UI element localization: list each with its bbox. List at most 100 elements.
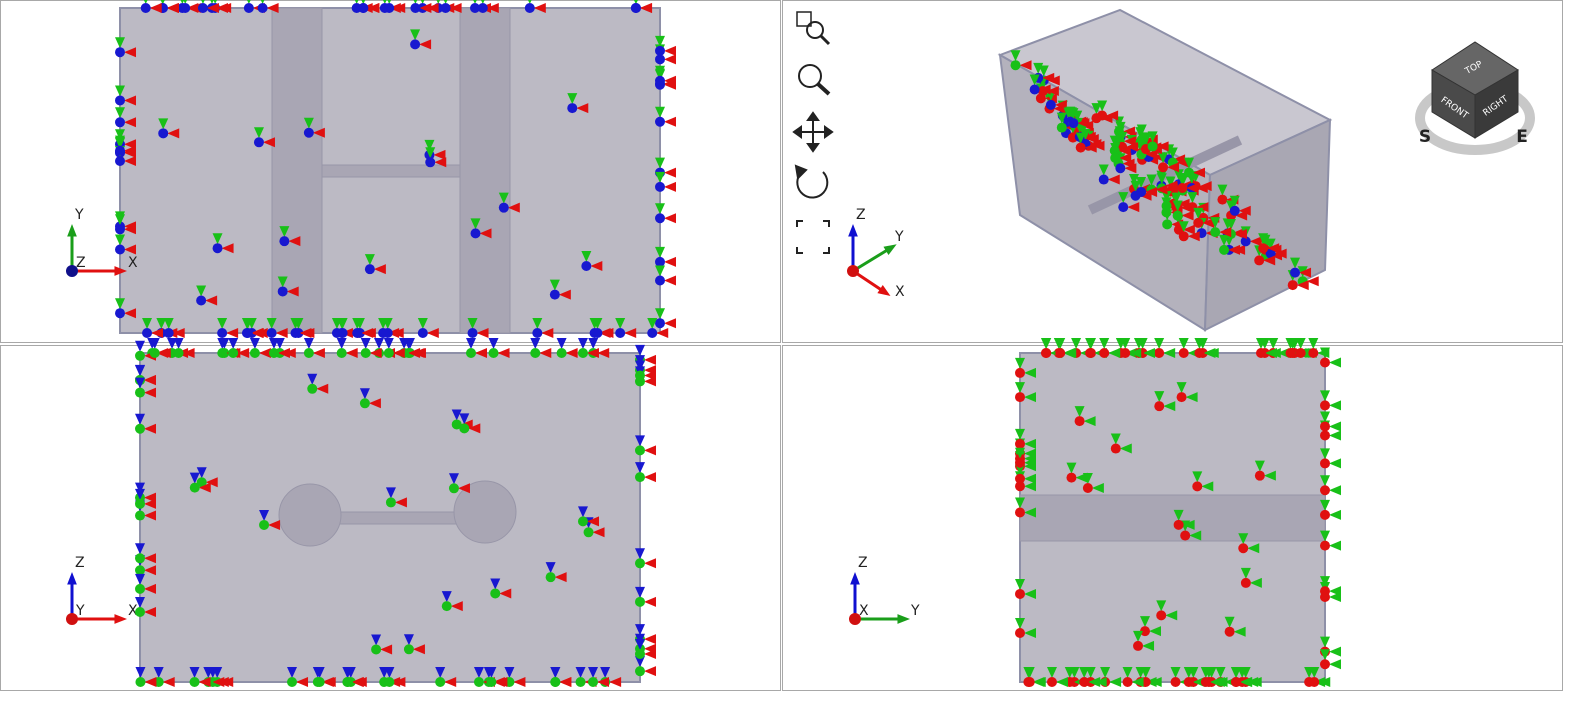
marker	[1217, 184, 1228, 196]
marker	[197, 3, 208, 13]
marker	[1165, 610, 1178, 621]
zoom-window[interactable]	[796, 11, 831, 46]
marker	[237, 348, 250, 358]
boss	[278, 483, 342, 547]
marker	[243, 3, 254, 13]
marker	[296, 677, 309, 687]
marker	[1194, 348, 1205, 358]
marker	[475, 348, 488, 358]
marker	[1015, 588, 1025, 599]
marker	[135, 340, 145, 352]
marker	[1098, 164, 1109, 176]
marker	[426, 328, 439, 338]
marker	[115, 129, 125, 141]
marker	[1130, 180, 1141, 192]
marker	[189, 667, 200, 678]
marker	[144, 583, 156, 594]
marker	[323, 677, 336, 687]
marker	[1186, 182, 1199, 193]
marker	[1129, 348, 1142, 358]
marker	[554, 572, 567, 583]
marker	[135, 573, 145, 585]
view-cube[interactable]: TOP FRONT RIGHT S E	[1415, 41, 1535, 155]
marker	[1309, 677, 1320, 687]
marker	[1249, 577, 1262, 588]
marker	[1320, 659, 1330, 670]
marker	[1046, 86, 1059, 97]
marker	[359, 398, 370, 409]
marker	[655, 246, 665, 258]
marker	[1196, 202, 1209, 213]
marker	[1154, 391, 1165, 403]
marker	[144, 607, 156, 618]
marker	[504, 667, 515, 678]
marker	[545, 572, 556, 583]
marker	[383, 338, 394, 349]
marker	[1320, 421, 1330, 432]
marker	[1240, 577, 1251, 588]
marker	[303, 117, 314, 129]
marker	[435, 667, 446, 678]
marker	[635, 586, 645, 598]
zoom[interactable]	[798, 64, 831, 96]
marker	[577, 516, 588, 527]
marker	[1210, 227, 1221, 238]
marker	[360, 348, 371, 358]
marker	[1156, 610, 1167, 621]
marker	[1015, 497, 1025, 509]
marker	[361, 0, 366, 4]
marker	[420, 0, 425, 4]
marker	[1158, 162, 1169, 173]
axis-label: X	[895, 284, 905, 300]
marker	[360, 338, 371, 349]
marker	[434, 157, 447, 168]
marker	[1177, 172, 1188, 184]
axis-head	[848, 224, 858, 237]
marker	[473, 677, 484, 687]
marker	[352, 328, 363, 338]
marker	[1109, 135, 1120, 147]
marker	[1046, 667, 1057, 678]
marker	[1320, 576, 1330, 588]
marker	[1100, 667, 1111, 678]
marker	[592, 318, 603, 329]
marker	[135, 365, 145, 377]
marker	[419, 3, 432, 13]
marker	[1129, 173, 1140, 185]
marker	[1189, 530, 1202, 541]
marker	[655, 275, 665, 286]
marker	[1080, 128, 1091, 140]
marker	[473, 0, 477, 4]
marker	[337, 328, 348, 338]
marker	[1079, 667, 1090, 678]
slot	[459, 7, 511, 334]
marker	[228, 338, 239, 349]
marker	[290, 318, 301, 329]
marker	[314, 667, 325, 678]
marker	[162, 677, 175, 687]
axis-head	[67, 224, 77, 237]
pan[interactable]	[792, 111, 834, 153]
marker	[467, 318, 478, 329]
marker	[592, 527, 605, 538]
marker	[433, 149, 446, 160]
marker	[352, 318, 363, 329]
rotate[interactable]	[794, 164, 829, 199]
fit[interactable]	[796, 220, 830, 254]
marker	[635, 445, 645, 456]
marker	[142, 318, 153, 329]
axis-origin	[847, 265, 859, 277]
marker	[299, 328, 312, 338]
marker	[1183, 667, 1194, 678]
marker	[1329, 458, 1341, 469]
marker	[1219, 227, 1232, 238]
marker	[576, 103, 589, 114]
marker	[556, 338, 567, 349]
marker	[635, 344, 645, 356]
marker	[1161, 190, 1172, 202]
marker	[1136, 124, 1147, 136]
marker	[1274, 248, 1287, 259]
marker	[624, 328, 637, 338]
marker	[1317, 348, 1330, 358]
marker	[384, 677, 395, 687]
